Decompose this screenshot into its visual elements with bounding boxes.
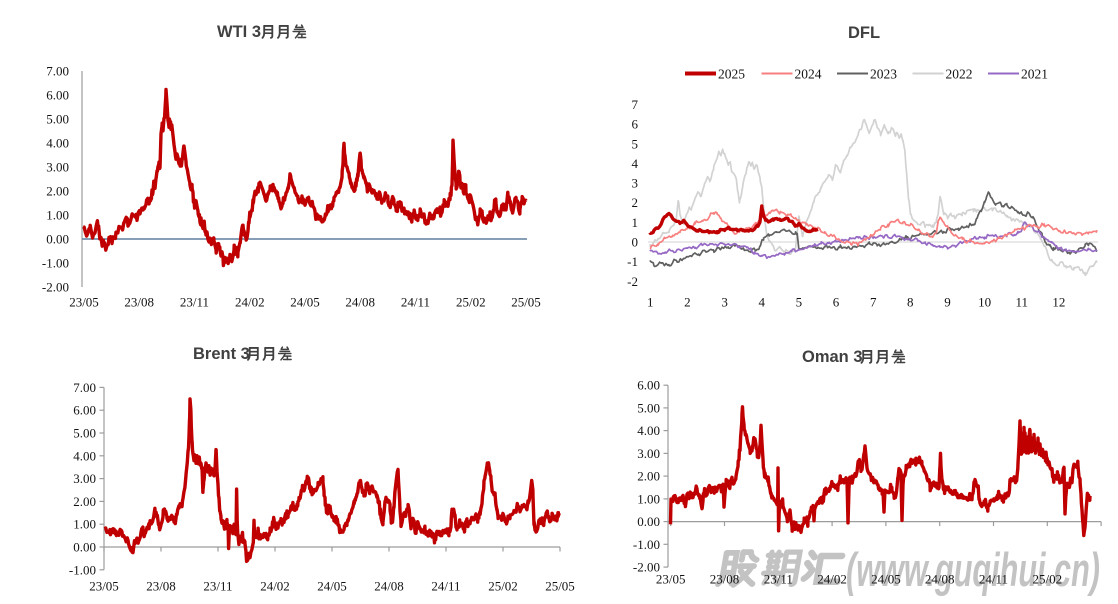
svg-text:5: 5 [632, 136, 639, 151]
svg-text:2.00: 2.00 [73, 494, 96, 509]
svg-text:4: 4 [759, 295, 766, 310]
svg-text:24/08: 24/08 [374, 579, 404, 594]
svg-text:6: 6 [632, 117, 639, 132]
svg-text:2023: 2023 [870, 67, 897, 82]
svg-text:-1.00: -1.00 [42, 256, 69, 271]
svg-text:2024: 2024 [795, 67, 822, 82]
svg-text:3: 3 [632, 176, 639, 191]
svg-text:24/02: 24/02 [260, 579, 290, 594]
svg-text:24/02: 24/02 [235, 295, 265, 310]
svg-text:1.00: 1.00 [73, 517, 96, 532]
svg-text:-2.00: -2.00 [633, 560, 660, 575]
svg-text:25/02: 25/02 [488, 579, 518, 594]
svg-text:3.00: 3.00 [46, 160, 69, 175]
svg-text:24/05: 24/05 [871, 572, 901, 587]
svg-text:23/05: 23/05 [69, 295, 99, 310]
svg-text:4.00: 4.00 [637, 423, 660, 438]
svg-text:0.00: 0.00 [46, 232, 69, 247]
svg-text:6.00: 6.00 [73, 403, 96, 418]
svg-text:24/05: 24/05 [317, 579, 347, 594]
svg-text:24/11: 24/11 [979, 572, 1008, 587]
svg-text:1: 1 [632, 215, 639, 230]
svg-text:(www.guqihui.cn): (www.guqihui.cn) [846, 543, 1100, 596]
svg-text:7: 7 [870, 295, 877, 310]
svg-text:2021: 2021 [1021, 67, 1048, 82]
svg-text:1.00: 1.00 [46, 208, 69, 223]
svg-text:6.00: 6.00 [46, 88, 69, 103]
svg-text:24/08: 24/08 [925, 572, 955, 587]
svg-text:5: 5 [796, 295, 803, 310]
svg-text:2: 2 [684, 295, 691, 310]
svg-text:4.00: 4.00 [46, 136, 69, 151]
svg-text:25/02: 25/02 [1032, 572, 1062, 587]
svg-text:12: 12 [1052, 295, 1065, 310]
svg-text:-1.00: -1.00 [633, 537, 660, 552]
svg-text:3.00: 3.00 [637, 446, 660, 461]
svg-text:0.00: 0.00 [637, 514, 660, 529]
svg-text:23/08: 23/08 [710, 572, 740, 587]
svg-text:24/11: 24/11 [401, 295, 430, 310]
svg-text:9: 9 [944, 295, 951, 310]
svg-text:2.00: 2.00 [46, 184, 69, 199]
svg-text:DFL: DFL [848, 24, 880, 42]
svg-text:23/05: 23/05 [656, 572, 686, 587]
svg-text:-2.00: -2.00 [42, 280, 69, 295]
svg-text:23/11: 23/11 [203, 579, 232, 594]
svg-text:1.00: 1.00 [637, 491, 660, 506]
svg-text:23/08: 23/08 [124, 295, 154, 310]
svg-text:-1.00: -1.00 [69, 562, 96, 577]
svg-text:4: 4 [632, 156, 639, 171]
svg-text:24/08: 24/08 [345, 295, 375, 310]
svg-text:-2: -2 [627, 274, 638, 289]
svg-text:1: 1 [647, 295, 654, 310]
svg-text:2022: 2022 [946, 67, 973, 82]
svg-text:23/11: 23/11 [764, 572, 793, 587]
svg-text:11: 11 [1016, 295, 1029, 310]
svg-text:24/05: 24/05 [290, 295, 320, 310]
svg-text:0: 0 [632, 235, 639, 250]
svg-text:0.00: 0.00 [73, 540, 96, 555]
svg-text:3.00: 3.00 [73, 471, 96, 486]
svg-text:Oman 3: Oman 3 [802, 348, 863, 366]
svg-text:5.00: 5.00 [73, 426, 96, 441]
svg-text:5.00: 5.00 [46, 112, 69, 127]
svg-text:2.00: 2.00 [637, 469, 660, 484]
svg-text:8: 8 [907, 295, 914, 310]
svg-text:6: 6 [833, 295, 840, 310]
svg-text:10: 10 [978, 295, 991, 310]
svg-text:7.00: 7.00 [73, 380, 96, 395]
svg-text:3: 3 [721, 295, 728, 310]
svg-text:-1: -1 [627, 254, 638, 269]
svg-text:WTI 3: WTI 3 [217, 23, 261, 41]
svg-text:2025: 2025 [718, 67, 745, 82]
svg-text:Brent 3: Brent 3 [193, 345, 250, 363]
svg-text:24/02: 24/02 [817, 572, 847, 587]
svg-text:6.00: 6.00 [637, 378, 660, 393]
svg-text:4.00: 4.00 [73, 448, 96, 463]
svg-text:7: 7 [632, 97, 639, 112]
svg-text:23/11: 23/11 [180, 295, 209, 310]
svg-text:25/05: 25/05 [545, 579, 575, 594]
svg-text:25/02: 25/02 [456, 295, 486, 310]
svg-text:5.00: 5.00 [637, 400, 660, 415]
svg-text:24/11: 24/11 [431, 579, 460, 594]
svg-text:23/05: 23/05 [89, 579, 119, 594]
svg-text:23/08: 23/08 [146, 579, 176, 594]
svg-text:7.00: 7.00 [46, 64, 69, 79]
svg-text:25/05: 25/05 [511, 295, 541, 310]
svg-text:2: 2 [632, 195, 639, 210]
